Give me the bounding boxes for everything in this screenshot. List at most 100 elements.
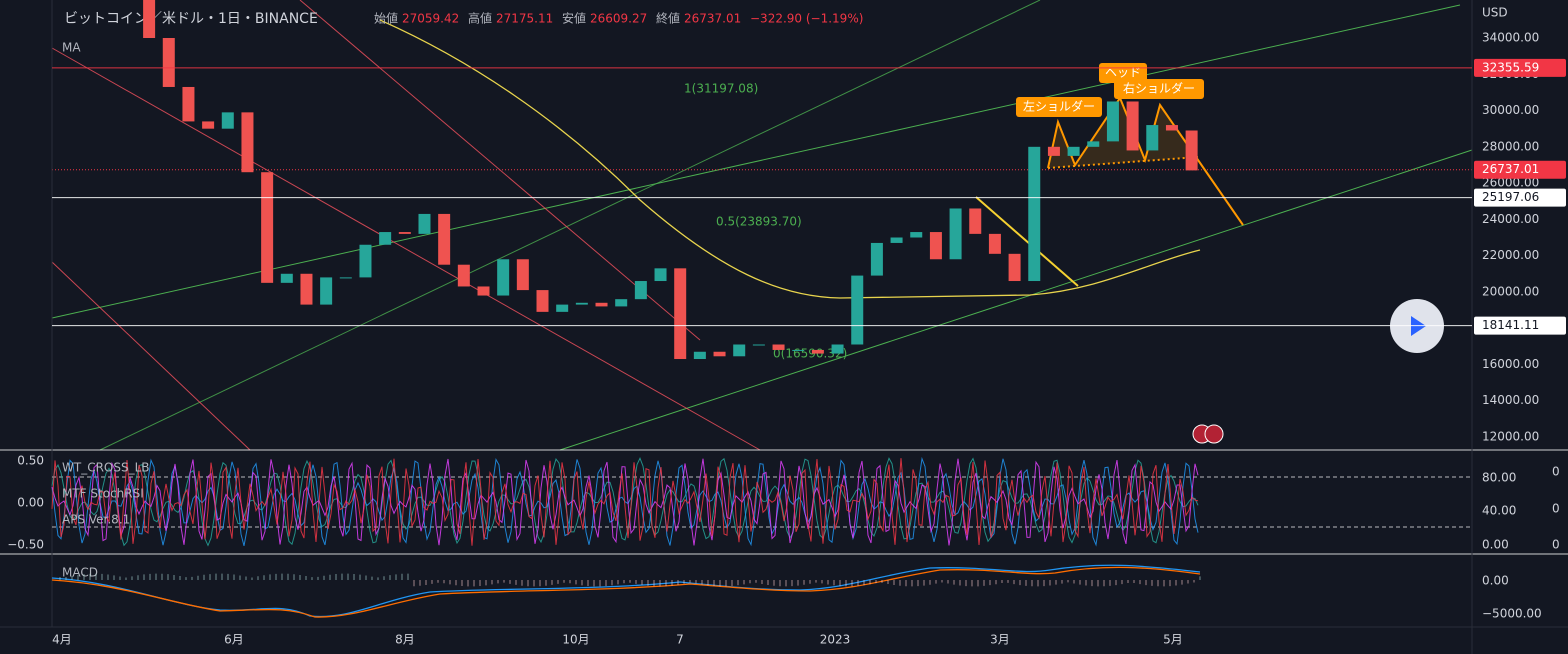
close: 26737.01: [684, 12, 741, 26]
event-flag[interactable]: [1204, 424, 1224, 444]
down-line: [299, 0, 701, 341]
candle: [1008, 253, 1021, 282]
symbol: ビットコイン／米ドル・1日・BINANCE: [64, 11, 318, 27]
candle: [556, 304, 569, 312]
price-tag: [1474, 316, 1566, 335]
price-tick-label: 14000.00: [1482, 393, 1539, 407]
osc-name: WT_CROSS_LB: [62, 461, 150, 475]
pattern-label: 右ショルダー: [1123, 81, 1195, 96]
oscillators: [51, 456, 1199, 547]
signal-line: [51, 566, 1201, 618]
moving-average: [379, 19, 1201, 299]
price-tick-label: 22000.00: [1482, 248, 1539, 262]
candle: [300, 273, 313, 305]
candle: [811, 349, 824, 354]
candle: [497, 259, 510, 296]
candle: [851, 275, 864, 345]
trend-line: [975, 196, 1079, 287]
osc-tick: 0.00: [1482, 538, 1509, 552]
oscillator-line: [51, 458, 1199, 546]
candle: [1067, 146, 1080, 156]
candle: [929, 232, 942, 260]
candle: [438, 213, 451, 265]
fib-label: 0(16590.32): [773, 347, 847, 361]
osc-tick: 0: [1552, 502, 1560, 516]
fib-label: 1(31197.08): [684, 82, 758, 96]
time-label: 3月: [990, 633, 1010, 647]
price-tick-label: 16000.00: [1482, 357, 1539, 371]
candle: [516, 259, 529, 291]
high-label: 高値: [468, 11, 492, 26]
candles: [143, 0, 1198, 360]
macd-name: MACD: [62, 566, 98, 580]
down-line: [51, 261, 251, 451]
low-label: 安値: [562, 11, 586, 26]
osc-tick: −0.50: [7, 538, 44, 552]
neckline: [1047, 156, 1199, 169]
pattern-label: ヘッド: [1105, 66, 1141, 80]
candle: [890, 237, 903, 243]
candle: [595, 302, 608, 307]
low: 26609.27: [590, 12, 647, 26]
channel-line: [559, 149, 1473, 451]
indicator-name: MA: [62, 41, 81, 55]
candle: [870, 242, 883, 276]
osc-tick: 40.00: [1482, 504, 1516, 518]
candle: [1185, 130, 1198, 171]
candle: [1028, 146, 1041, 282]
candle: [1047, 146, 1060, 156]
time-label: 8月: [395, 633, 415, 647]
candle: [477, 286, 490, 296]
candle: [1126, 101, 1139, 151]
oscillator-line: [51, 458, 1199, 546]
osc-tick: 80.00: [1482, 471, 1516, 485]
candle: [733, 344, 746, 357]
candle: [792, 349, 805, 351]
high: 27175.11: [496, 12, 553, 26]
price-tick-label: 24000.00: [1482, 212, 1539, 226]
candle: [320, 277, 333, 305]
candle: [988, 233, 1001, 254]
candle: [910, 232, 923, 238]
candle: [969, 208, 982, 234]
candle: [1106, 101, 1119, 142]
price-tick-label: 34000.00: [1482, 31, 1539, 45]
fib-label: 0.5(23893.70): [716, 215, 802, 229]
price-tag-label: 25197.06: [1482, 190, 1539, 204]
price-tick-label: 30000.00: [1482, 103, 1539, 117]
candle: [536, 290, 549, 312]
candle: [693, 351, 706, 360]
candle: [202, 121, 215, 129]
candle: [654, 268, 667, 282]
price-tick-label: 26000.00: [1482, 176, 1539, 190]
price-pane: [51, 0, 1473, 451]
open-label: 始値: [374, 11, 398, 26]
candle: [280, 273, 293, 283]
candle: [831, 344, 844, 354]
osc-name: APS Ver.8.1: [62, 513, 130, 527]
pattern-fill: [1048, 98, 1198, 168]
open: 27059.42: [402, 12, 459, 26]
candle: [339, 277, 352, 279]
candle: [949, 208, 962, 260]
time-label: 6月: [224, 633, 244, 647]
candle: [575, 302, 588, 305]
candle: [1087, 141, 1100, 147]
time-label: 5月: [1163, 633, 1183, 647]
price-tag-label: 18141.11: [1482, 318, 1539, 332]
candle: [398, 232, 411, 234]
price-tick-label: 28000.00: [1482, 139, 1539, 153]
down-line: [51, 47, 761, 451]
price-tick-label: 12000.00: [1482, 430, 1539, 444]
unit: USD: [1482, 6, 1508, 20]
close-label: 終値: [656, 11, 680, 26]
candle: [221, 112, 234, 129]
candle: [615, 299, 628, 307]
macd-tick: −5000.00: [1482, 607, 1542, 621]
price-tag: [1474, 160, 1566, 179]
candle: [752, 344, 765, 346]
candle: [674, 268, 687, 360]
label-box: [1016, 97, 1102, 117]
